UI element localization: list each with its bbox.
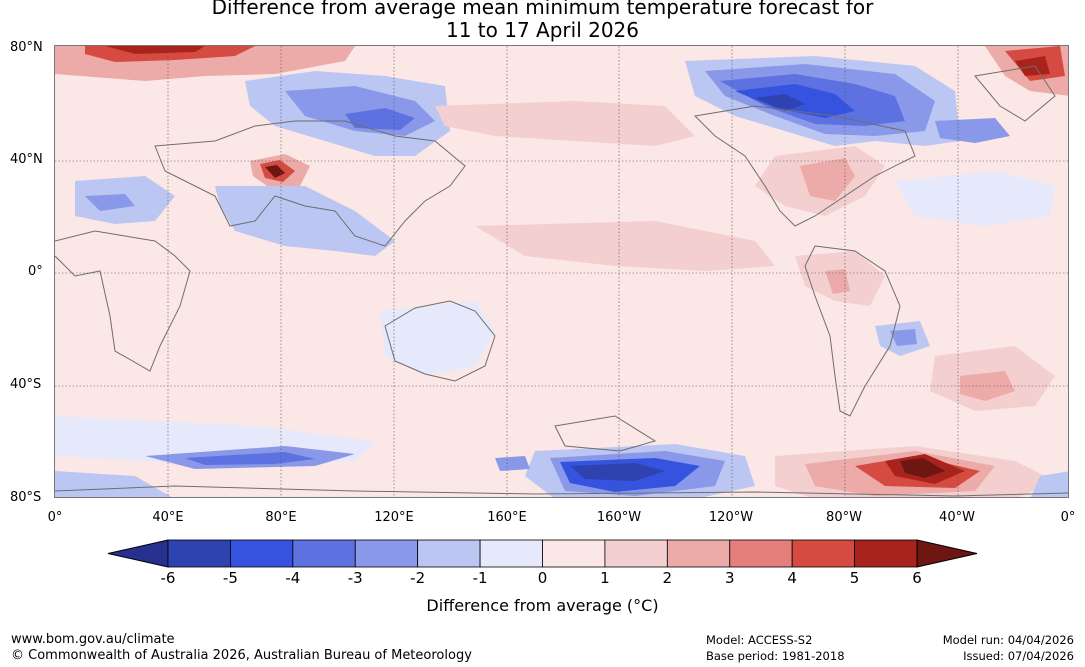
anomaly-map — [54, 45, 1069, 498]
anomaly-canada-coldest — [755, 94, 805, 111]
colorbar-tick-label: 3 — [724, 569, 735, 587]
coastline-antarctica — [55, 485, 1068, 497]
coastline-new-zealand-area — [554, 415, 657, 452]
lat-label-40n: 40°N — [10, 152, 43, 167]
colorbar-segment — [542, 539, 606, 568]
anomaly-weddell-hottest — [900, 458, 945, 478]
lon-label-120w: 120°W — [708, 510, 754, 525]
title-line-1: Difference from average mean minimum tem… — [211, 0, 874, 19]
colorbar-segment — [604, 539, 668, 568]
colorbar-tick-label: -1 — [472, 569, 488, 587]
anomaly-south-pacific-coldest — [570, 463, 665, 481]
anomaly-antarctica-cool-west — [55, 471, 172, 497]
lon-label-0-east: 0° — [1060, 510, 1076, 525]
colorbar-segment — [791, 539, 855, 568]
lat-label-80n: 80°N — [10, 40, 43, 55]
coastline-greenland — [974, 65, 1056, 122]
lon-label-80w: 80°W — [826, 510, 862, 525]
colorbar-segment — [417, 539, 481, 568]
colorbar-segment — [854, 539, 918, 568]
coastline-australia — [384, 300, 496, 382]
footer-base-period: Base period: 1981-2018 — [706, 649, 845, 663]
footer-model-run: Model run: 04/04/2026 — [942, 633, 1074, 647]
anomaly-antarctica-cool-east — [1030, 471, 1068, 497]
colorbar-segment — [292, 539, 356, 568]
colorbar-tick-label: 1 — [600, 569, 610, 587]
gridlines — [55, 46, 1068, 497]
footer-website: www.bom.gov.au/climate — [11, 632, 175, 647]
colorbar-tick-label: 2 — [662, 569, 673, 587]
anomaly-central-asia-hottest — [265, 165, 285, 178]
colorbar-tick-label: 5 — [849, 569, 860, 587]
colorbar-tick-label: -6 — [160, 569, 176, 587]
lon-label-40w: 40°W — [939, 510, 975, 525]
colorbar-extend-low — [107, 539, 169, 568]
anomaly-united-states-warmer — [800, 158, 855, 201]
lon-label-160w: 160°W — [596, 510, 642, 525]
colorbar-segment — [729, 539, 793, 568]
map-title: Difference from average mean minimum tem… — [0, 0, 1085, 42]
lat-label-80s: 80°S — [10, 490, 42, 505]
anomaly-south-asia-cool — [215, 186, 395, 256]
anomaly-north-pacific-warm — [435, 101, 695, 146]
lon-label-80e: 80°E — [265, 510, 297, 525]
colorbar-segment — [167, 539, 231, 568]
coastline-africa — [55, 230, 191, 372]
coastline-eurasia — [154, 120, 466, 247]
footer-model: Model: ACCESS-S2 — [706, 633, 813, 647]
lon-label-40e: 40°E — [152, 510, 184, 525]
anomaly-arctic-hottest-west — [105, 46, 205, 54]
anomaly-southern-ocean-cold-west — [185, 452, 315, 465]
lat-label-40s: 40°S — [10, 377, 42, 392]
anomaly-regions — [55, 46, 1068, 497]
lon-label-160e: 160°E — [487, 510, 527, 525]
colorbar-tick-label: -2 — [410, 569, 426, 587]
anomaly-australia-cool — [380, 301, 495, 376]
footer-issued: Issued: 07/04/2026 — [963, 649, 1074, 663]
colorbar-tick-label: 0 — [537, 569, 548, 587]
title-line-2: 11 to 17 April 2026 — [445, 18, 640, 42]
colorbar-label-text: Difference from average ( — [426, 596, 634, 615]
lon-label-0-west: 0° — [47, 510, 63, 525]
anomaly-siberia-coolest — [345, 108, 415, 130]
colorbar-label-unit: °C — [633, 596, 653, 615]
colorbar-tick-label: 4 — [787, 569, 797, 587]
anomaly-north-atlantic-cool — [935, 118, 1010, 143]
colorbar-tick-label: 6 — [912, 569, 922, 587]
coastlines — [55, 65, 1068, 497]
coastline-south-america — [804, 245, 901, 417]
colorbar-tick-label: -4 — [285, 569, 301, 587]
anomaly-middle-east-cooler — [85, 194, 135, 211]
colorbar-segment — [666, 539, 731, 568]
colorbar-tick-label: -3 — [347, 569, 363, 587]
lat-label-equator: 0° — [28, 264, 43, 279]
anomaly-tropical-pacific-warm — [475, 221, 775, 271]
colorbar-tick-label: -5 — [222, 569, 238, 587]
colorbar-segment — [354, 539, 419, 568]
colorbar-segments — [107, 539, 978, 568]
colorbar-segment — [230, 539, 294, 568]
anomaly-160e-cool-patch — [495, 456, 530, 471]
anomaly-map-svg — [55, 46, 1068, 497]
colorbar-label-close: ) — [652, 596, 659, 615]
colorbar-extend-high — [916, 539, 978, 568]
footer-copyright: © Commonwealth of Australia 2026, Austra… — [11, 648, 472, 663]
anomaly-brazil-cooler — [890, 329, 917, 346]
anomaly-south-america-warmer — [825, 269, 850, 294]
anomaly-atlantic-subtropical-cool — [895, 171, 1055, 226]
lon-label-120e: 120°E — [374, 510, 414, 525]
colorbar-label: Difference from average (°C) — [0, 596, 1085, 615]
colorbar-segment — [479, 539, 543, 568]
